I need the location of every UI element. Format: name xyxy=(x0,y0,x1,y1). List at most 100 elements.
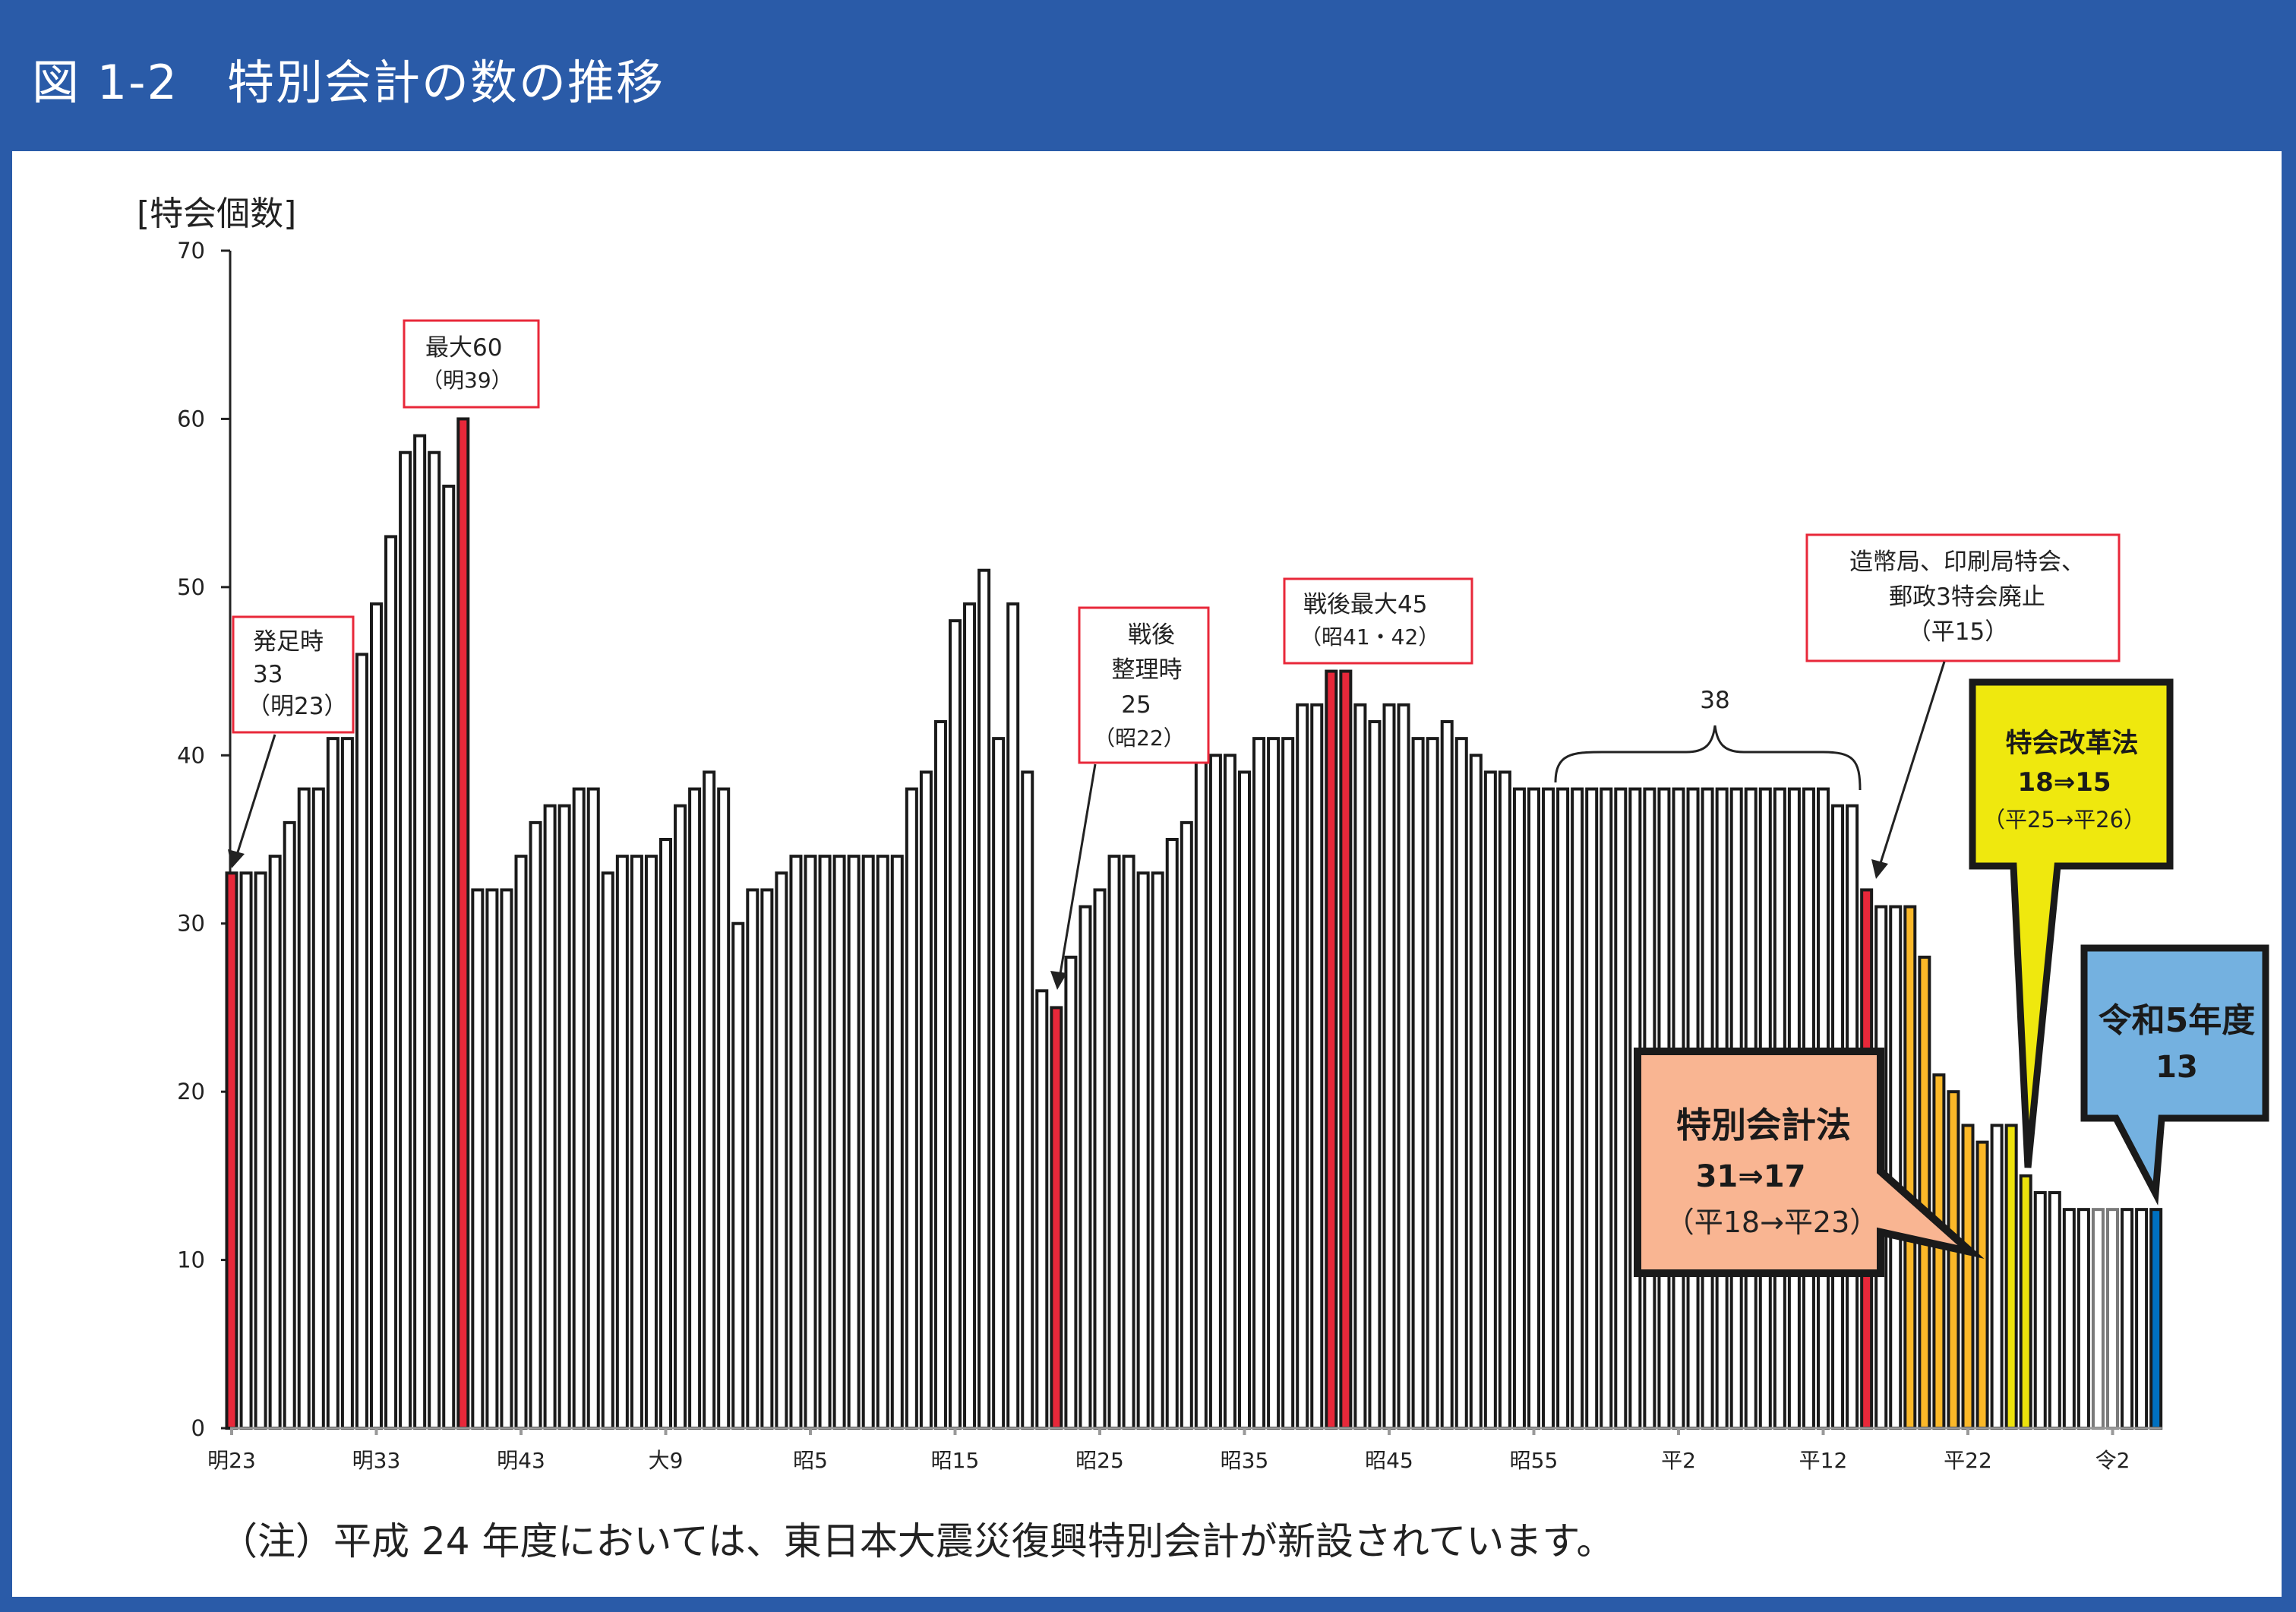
bar-41 xyxy=(818,855,832,1430)
bar-86 xyxy=(1469,754,1483,1430)
annotation-abolition: 造幣局、印刷局特会、 郵政3特会廃止 （平15） xyxy=(1805,533,2121,879)
annotation-line: 造幣局、印刷局特会、 xyxy=(1849,548,2085,576)
callout-reiwa5: 令和5年度 13 xyxy=(2080,944,2269,1206)
bar-12 xyxy=(399,450,412,1430)
bar-96 xyxy=(1614,787,1628,1430)
x-tick-label: 平2 xyxy=(1661,1448,1696,1473)
callout-title: 令和5年度 xyxy=(2099,1001,2256,1040)
x-tick-label: 昭55 xyxy=(1510,1448,1559,1473)
bar-8 xyxy=(340,737,354,1430)
bar-58 xyxy=(1064,956,1078,1430)
y-tick-label: 70 xyxy=(177,238,205,264)
bar-6 xyxy=(311,787,325,1430)
bar-19 xyxy=(500,888,513,1430)
bar-92 xyxy=(1556,787,1570,1430)
bar-46 xyxy=(890,855,904,1430)
x-tick-label: 平12 xyxy=(1799,1448,1848,1473)
bar-70 xyxy=(1238,770,1251,1430)
annotation-line: 戦後 xyxy=(1128,621,1175,649)
annotation-line: 発足時 xyxy=(253,628,324,656)
bar-4 xyxy=(283,820,296,1430)
bar-7 xyxy=(326,737,340,1430)
bar-130 xyxy=(2106,1208,2119,1430)
bar-13 xyxy=(413,434,427,1430)
y-tick-label: 40 xyxy=(177,742,205,768)
bar-121 xyxy=(1975,1140,1989,1430)
annotation-max: 最大60 （明39） xyxy=(403,319,540,409)
bar-20 xyxy=(514,855,528,1430)
bar-43 xyxy=(847,855,861,1430)
bar-117 xyxy=(1918,956,1931,1430)
bar-62 xyxy=(1122,855,1135,1430)
x-tick-label: 明43 xyxy=(497,1448,545,1473)
bar-115 xyxy=(1889,905,1903,1430)
x-axis: 明23 明33 明43 大9 昭5 昭15 昭25 昭35 昭45 昭55 平2 平12 平22 令2 xyxy=(207,1427,2162,1473)
annotation-founding: 発足時 33 （明23） xyxy=(228,615,355,868)
bar-1 xyxy=(239,871,253,1430)
bar-23 xyxy=(557,804,571,1430)
callout-period: （平18→平23） xyxy=(1666,1206,1879,1239)
x-tick-label: 明23 xyxy=(207,1448,256,1473)
bar-18 xyxy=(485,888,499,1430)
bar-44 xyxy=(861,855,875,1430)
bar-34 xyxy=(717,787,731,1430)
bar-89 xyxy=(1512,787,1526,1430)
bar-21 xyxy=(529,820,542,1430)
bar-59 xyxy=(1079,905,1092,1430)
bar-50 xyxy=(949,619,962,1430)
bar-129 xyxy=(2091,1208,2105,1430)
y-tick-label: 10 xyxy=(177,1247,205,1273)
bar-79 xyxy=(1368,720,1382,1430)
footnote: （注）平成 24 年度においては、東日本大震災復興特別会計が新設されています。 xyxy=(219,1519,1614,1563)
title-bar: 図 1-2 特別会計の数の推移 xyxy=(0,0,2296,150)
x-tick-label: 令2 xyxy=(2095,1448,2130,1473)
bar-0 xyxy=(225,871,238,1430)
bar-29 xyxy=(644,855,658,1430)
bar-123 xyxy=(2004,1124,2018,1430)
bar-42 xyxy=(832,855,846,1430)
bar-122 xyxy=(1990,1124,2004,1430)
bar-67 xyxy=(1194,754,1208,1430)
bar-57 xyxy=(1050,1006,1063,1430)
bar-124 xyxy=(2019,1174,2032,1430)
bar-38 xyxy=(775,871,788,1430)
bar-78 xyxy=(1353,703,1367,1430)
bar-30 xyxy=(659,838,672,1430)
bar-125 xyxy=(2033,1191,2047,1430)
bar-94 xyxy=(1585,787,1599,1430)
bar-66 xyxy=(1180,820,1193,1430)
bar-95 xyxy=(1600,787,1613,1430)
annotation-line: 戦後最大45 xyxy=(1303,591,1427,618)
bar-87 xyxy=(1483,770,1497,1430)
bar-132 xyxy=(2135,1208,2149,1430)
bar-3 xyxy=(268,855,282,1430)
bar-61 xyxy=(1107,855,1121,1430)
bar-60 xyxy=(1093,888,1107,1430)
bar-84 xyxy=(1440,720,1454,1430)
bar-5 xyxy=(297,787,311,1430)
annotation-postwar-cleanup: 戦後 整理時 25 （昭22） xyxy=(1050,606,1210,990)
callout-value: 18⇒15 xyxy=(2017,767,2111,798)
bar-128 xyxy=(2077,1208,2090,1430)
bar-83 xyxy=(1426,737,1439,1430)
annotation-line: （明23） xyxy=(247,693,347,720)
bar-24 xyxy=(572,787,586,1430)
arrow-head-icon xyxy=(228,849,245,868)
bar-82 xyxy=(1411,737,1425,1430)
bar-118 xyxy=(1932,1073,1946,1430)
arrow-head-icon xyxy=(1871,859,1888,879)
bar-80 xyxy=(1382,703,1396,1430)
callout-special-accounts-act: 特別会計法 31⇒17 （平18→平23） xyxy=(1634,1048,1985,1277)
annotation-line: （平15） xyxy=(1908,618,2008,646)
callout-value: 31⇒17 xyxy=(1696,1159,1806,1194)
x-tick-label: 昭5 xyxy=(793,1448,828,1473)
bar-22 xyxy=(543,804,557,1430)
callout-value: 13 xyxy=(2155,1050,2198,1085)
bar-126 xyxy=(2048,1191,2061,1430)
x-tick-label: 昭35 xyxy=(1221,1448,1269,1473)
bar-17 xyxy=(471,888,485,1430)
annotation-line: 郵政3特会廃止 xyxy=(1889,583,2045,611)
bar-119 xyxy=(1947,1090,1960,1430)
annotation-line: （明39） xyxy=(422,368,513,393)
annotation-line: 33 xyxy=(253,661,283,688)
